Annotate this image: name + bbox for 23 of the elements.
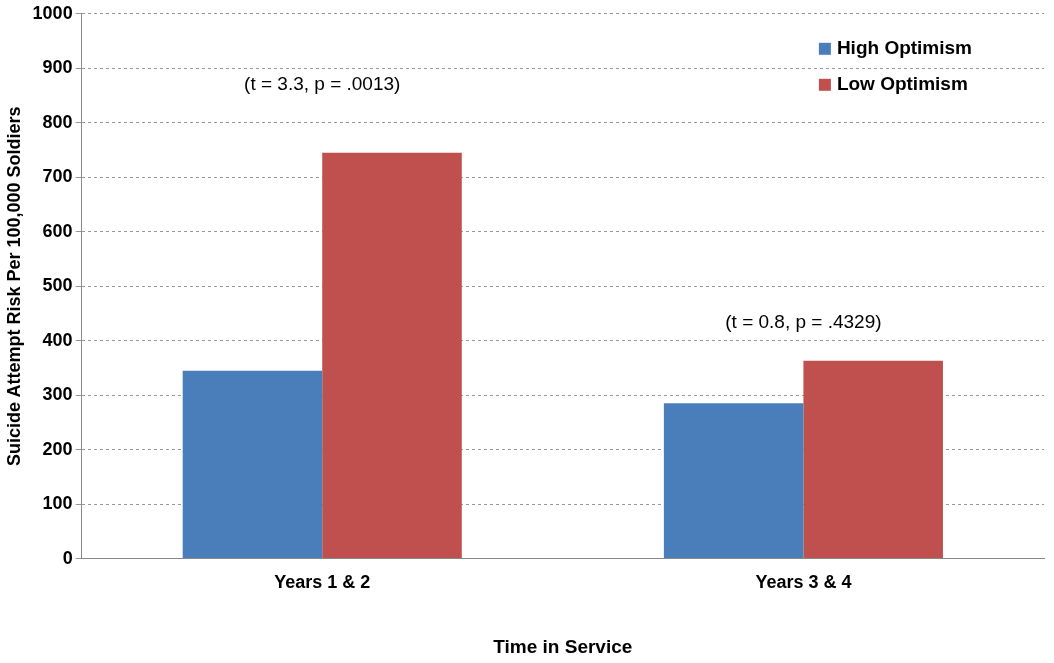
legend-label: High Optimism — [836, 37, 973, 59]
y-tick-label: 400 — [42, 329, 73, 350]
y-tick-label: 600 — [42, 220, 73, 241]
annotation: (t = 0.8, p = .4329) — [725, 311, 882, 333]
y-tick-label: 300 — [42, 384, 73, 405]
y-tick-label: 200 — [42, 438, 73, 459]
x-tick-label: Years 1 & 2 — [274, 572, 371, 593]
y-axis-title: Suicide Attempt Risk Per 100,000 Soldiers — [3, 106, 24, 466]
bar — [663, 403, 804, 559]
x-axis-title: Time in Service — [493, 635, 633, 657]
y-tick-label: 900 — [42, 57, 73, 78]
bar — [322, 152, 462, 559]
y-tick-label: 0 — [62, 547, 73, 568]
annotation: (t = 3.3, p = .0013) — [244, 72, 401, 94]
y-tick-label: 800 — [42, 111, 73, 132]
bar — [182, 370, 323, 559]
x-tick-label: Years 3 & 4 — [755, 572, 852, 593]
y-tick-label: 100 — [42, 493, 73, 514]
legend-label: Low Optimism — [836, 73, 968, 95]
bar — [803, 360, 943, 559]
y-tick-label: 700 — [42, 166, 73, 187]
y-tick-label: 500 — [42, 275, 73, 296]
y-tick-label: 1000 — [32, 2, 73, 23]
